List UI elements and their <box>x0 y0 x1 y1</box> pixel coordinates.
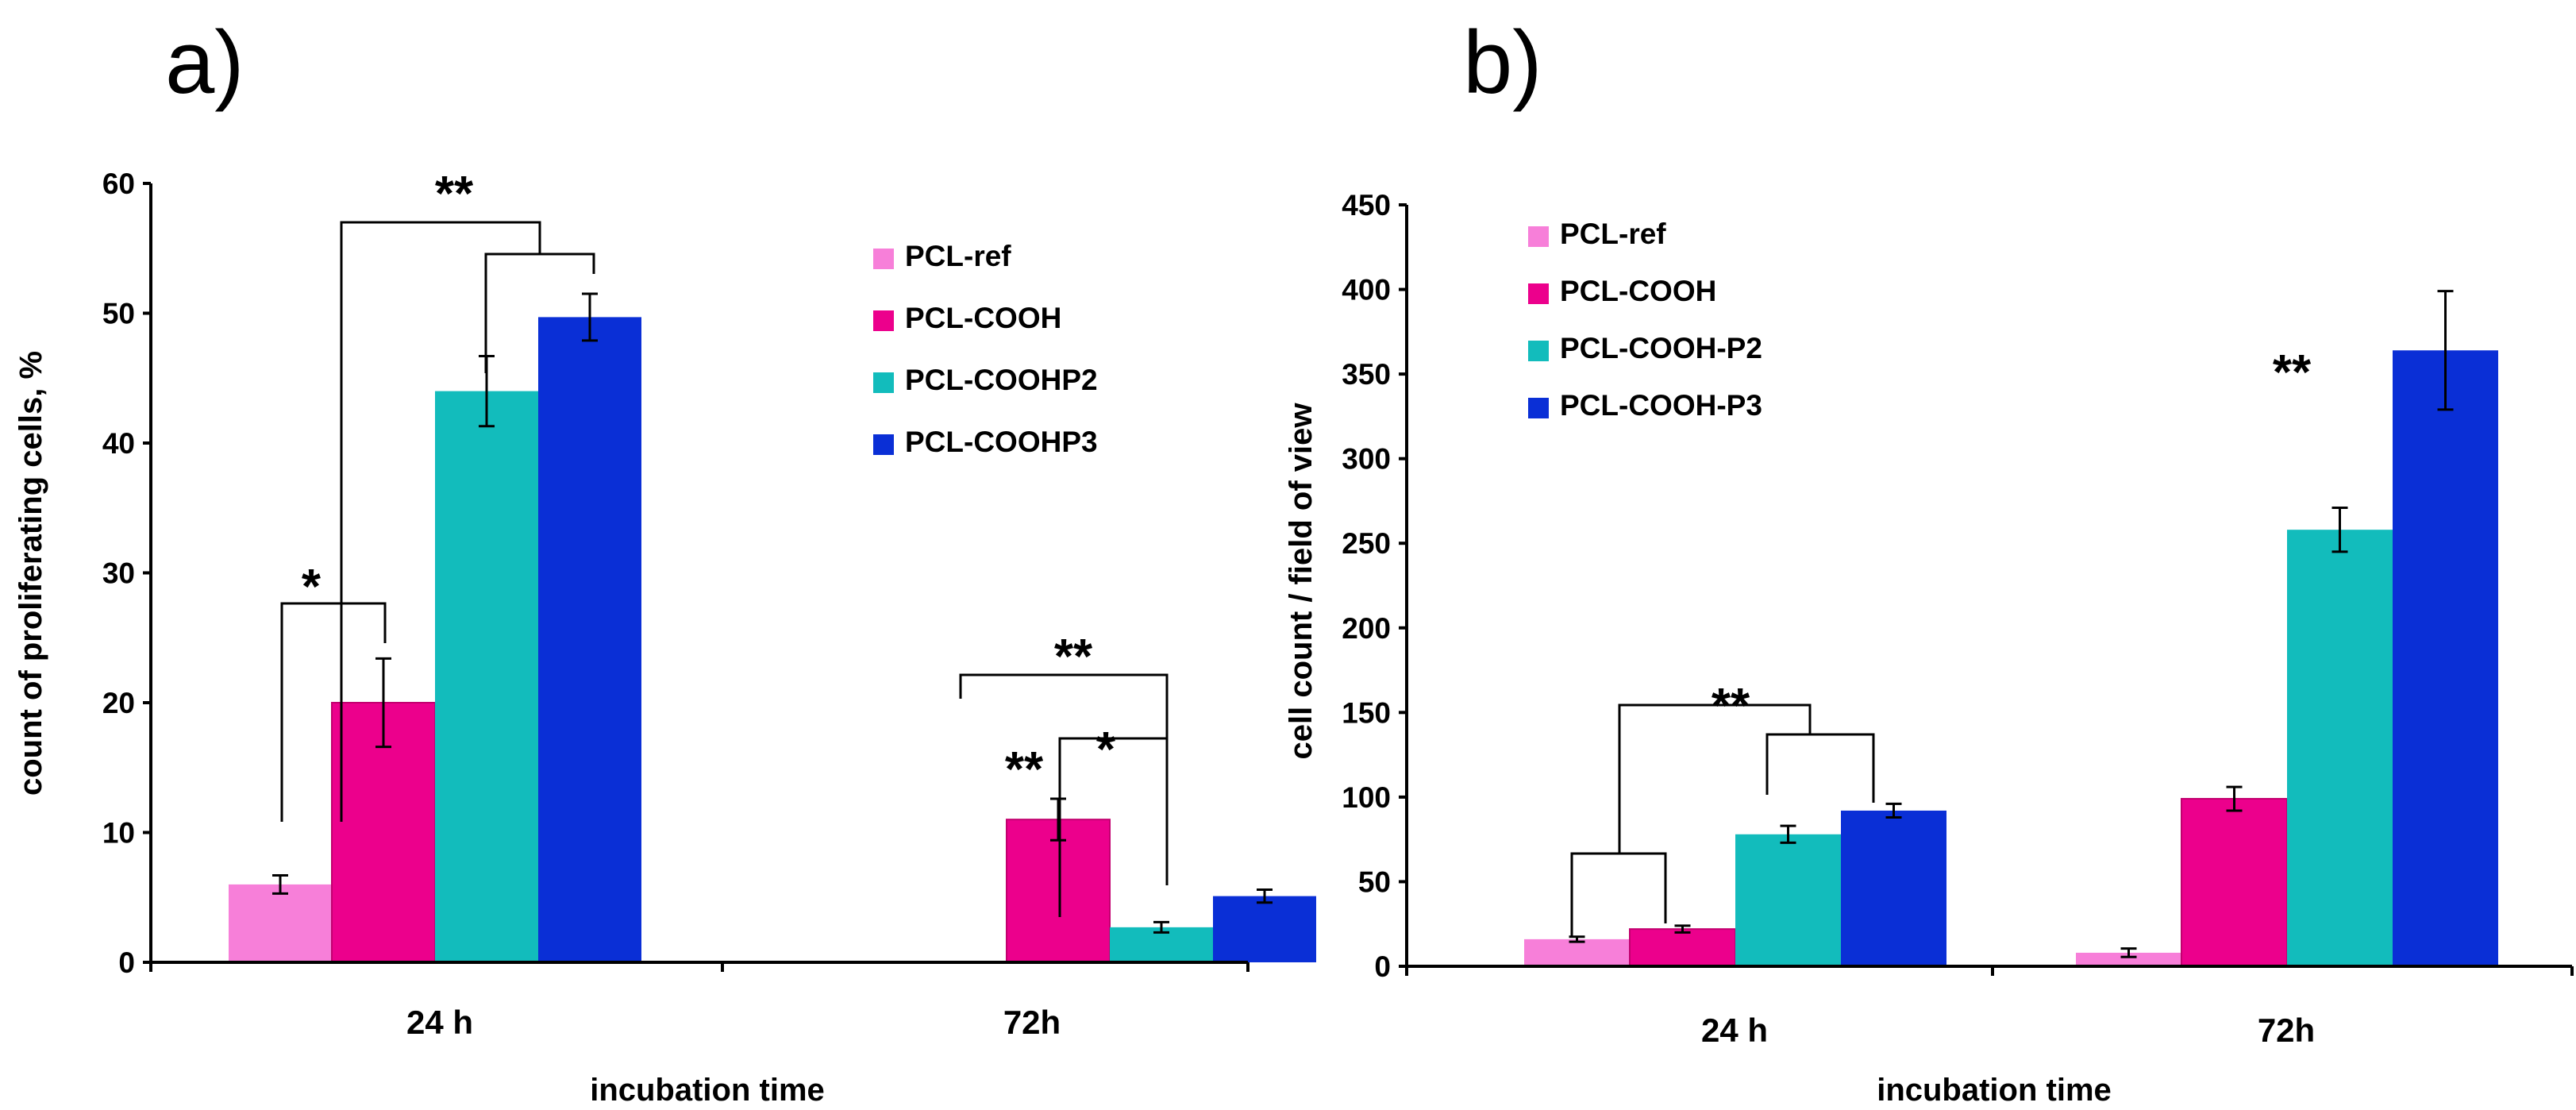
b-category-label: 72h <box>2258 1012 2315 1049</box>
a-y-tick-label: 30 <box>102 557 135 590</box>
a-legend-swatch <box>873 372 894 393</box>
panel-a-sig-marker: ** <box>1005 742 1044 797</box>
b-y-tick-label: 150 <box>1342 696 1391 729</box>
b-bar <box>2181 798 2288 968</box>
a-category-label: 24 h <box>406 1004 473 1041</box>
a-y-tick-label: 50 <box>102 298 135 330</box>
a-bar <box>435 391 538 963</box>
a-legend-swatch <box>873 434 894 455</box>
b-y-tick-label: 0 <box>1374 950 1391 983</box>
panel-b-sig-marker: ** <box>1712 679 1750 734</box>
a-y-tick-label: 10 <box>102 817 135 850</box>
b-bar <box>1841 810 1946 966</box>
b-bar <box>2287 530 2393 966</box>
panel-a-x-axis-title: incubation time <box>590 1073 825 1108</box>
a-legend-swatch <box>873 249 894 269</box>
panel-b-sig-marker: ** <box>2273 345 2312 400</box>
a-y-tick-label: 60 <box>102 168 135 200</box>
b-bar <box>1735 834 1841 966</box>
panel-a-sig-marker: * <box>1096 723 1116 777</box>
panel-b-y-axis-title: cell count / field of view <box>1284 403 1319 760</box>
b-legend-label: PCL-COOH-P2 <box>1560 332 1762 364</box>
b-legend-swatch <box>1528 341 1549 361</box>
b-bar <box>1629 928 1736 968</box>
b-y-tick-label: 400 <box>1342 274 1391 306</box>
panel-b: b) 0 50 100 150 200 250 300 350 400 450 24 h 72h c… <box>1284 13 2574 1108</box>
b-bar <box>1524 938 1630 966</box>
b-y-tick-label: 100 <box>1342 781 1391 814</box>
a-legend-label: PCL-COOHP3 <box>905 426 1098 458</box>
a-legend-swatch <box>873 310 894 331</box>
panel-a: a) 0 10 20 30 40 50 60 24 h 72h count of prolif… <box>13 13 1316 1108</box>
a-category-label: 72h <box>1003 1004 1061 1041</box>
a-legend-label: PCL-COOHP2 <box>905 364 1098 396</box>
panel-b-label: b) <box>1463 13 1542 112</box>
a-legend-label: PCL-COOH <box>905 302 1061 334</box>
b-legend-label: PCL-ref <box>1560 218 1666 250</box>
b-y-tick-label: 350 <box>1342 358 1391 391</box>
a-y-tick-label: 20 <box>102 687 135 719</box>
b-legend-swatch <box>1528 398 1549 418</box>
b-y-tick-label: 250 <box>1342 527 1391 560</box>
b-y-tick-label: 450 <box>1342 189 1391 222</box>
a-bar <box>1213 896 1316 962</box>
b-y-tick-label: 50 <box>1358 865 1391 898</box>
b-category-label: 24 h <box>1701 1012 1768 1049</box>
b-legend-swatch <box>1528 283 1549 304</box>
panel-a-sig-marker: ** <box>1054 630 1093 684</box>
panel-a-sig-marker: * <box>302 560 322 615</box>
b-y-tick-label: 200 <box>1342 612 1391 645</box>
panel-a-significance-brackets <box>280 221 1169 917</box>
panel-b-x-axis-title: incubation time <box>1877 1073 2112 1108</box>
panel-a-sig-marker: ** <box>435 167 474 222</box>
b-legend-label: PCL-COOH <box>1560 275 1716 307</box>
panel-b-significance-brackets <box>1570 703 1875 937</box>
a-bar <box>538 317 641 962</box>
a-legend-label: PCL-ref <box>905 240 1011 272</box>
b-bar <box>2393 350 2498 967</box>
b-bar <box>2076 952 2181 966</box>
a-y-tick-label: 0 <box>118 946 135 979</box>
a-y-tick-label: 40 <box>102 427 135 460</box>
panel-a-y-axis-title: count of proliferating cells, % <box>13 351 48 796</box>
panel-a-label: a) <box>165 13 245 112</box>
b-legend-swatch <box>1528 226 1549 247</box>
a-bar <box>229 884 332 962</box>
b-y-tick-label: 300 <box>1342 443 1391 476</box>
b-legend-label: PCL-COOH-P3 <box>1560 389 1762 422</box>
a-bar <box>1006 819 1111 964</box>
